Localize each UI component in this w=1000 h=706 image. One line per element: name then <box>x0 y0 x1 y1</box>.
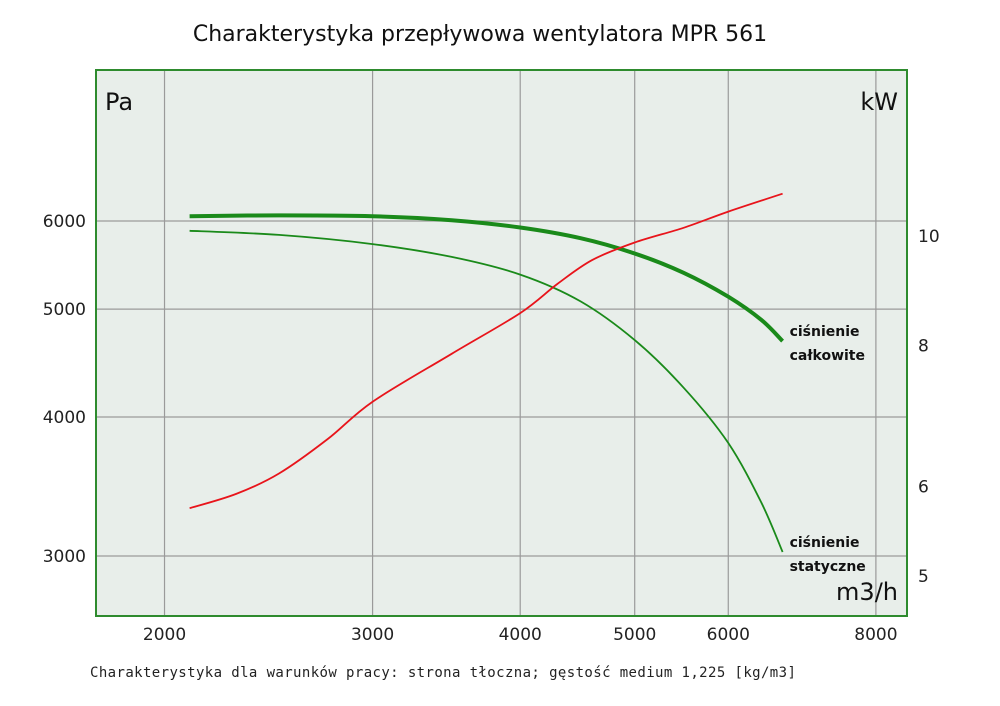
x-tick-label: 8000 <box>854 625 897 645</box>
total-pressure-curve <box>189 213 785 343</box>
x-axis-unit: m3/h <box>836 578 898 606</box>
y-tick-label: 4000 <box>43 408 86 428</box>
chart-title: Charakterystyka przepływowa wentylatora … <box>193 22 767 47</box>
plot-area <box>96 70 907 616</box>
chart-footnote: Charakterystyka dla warunków pracy: stro… <box>90 665 796 681</box>
grid <box>96 70 907 616</box>
x-tick-label: 5000 <box>613 625 656 645</box>
x-tick-label: 4000 <box>499 625 542 645</box>
y-tick-label: 3000 <box>43 547 86 567</box>
x-tick-label: 3000 <box>351 625 394 645</box>
y2-tick-label: 8 <box>918 337 929 357</box>
y2-tick-label: 10 <box>918 227 940 247</box>
y-axis-ticks: 3000 4000 5000 6000 <box>43 212 86 567</box>
y2-axis-unit: kW <box>860 88 898 116</box>
y-tick-label: 6000 <box>43 212 86 232</box>
y2-axis-ticks: 5 6 8 10 <box>918 227 940 587</box>
y2-tick-label: 5 <box>918 567 929 587</box>
total-pressure-label: ciśnienie <box>790 324 860 340</box>
total-pressure-label: całkowite <box>790 348 865 364</box>
power-curve <box>189 192 783 510</box>
y-tick-label: 5000 <box>43 300 86 320</box>
y-axis-unit: Pa <box>105 88 133 116</box>
x-tick-label: 2000 <box>143 625 186 645</box>
x-tick-label: 6000 <box>707 625 750 645</box>
static-pressure-curve <box>189 229 784 553</box>
y2-tick-label: 6 <box>918 478 929 498</box>
static-pressure-label: ciśnienie <box>790 535 860 551</box>
curve-labels: ciśnienie całkowite ciśnienie statyczne <box>790 324 866 575</box>
x-axis-ticks: 2000 3000 4000 5000 6000 8000 <box>143 625 898 645</box>
series-layer <box>189 192 785 553</box>
static-pressure-label: statyczne <box>790 559 866 575</box>
plot-frame <box>95 69 908 617</box>
